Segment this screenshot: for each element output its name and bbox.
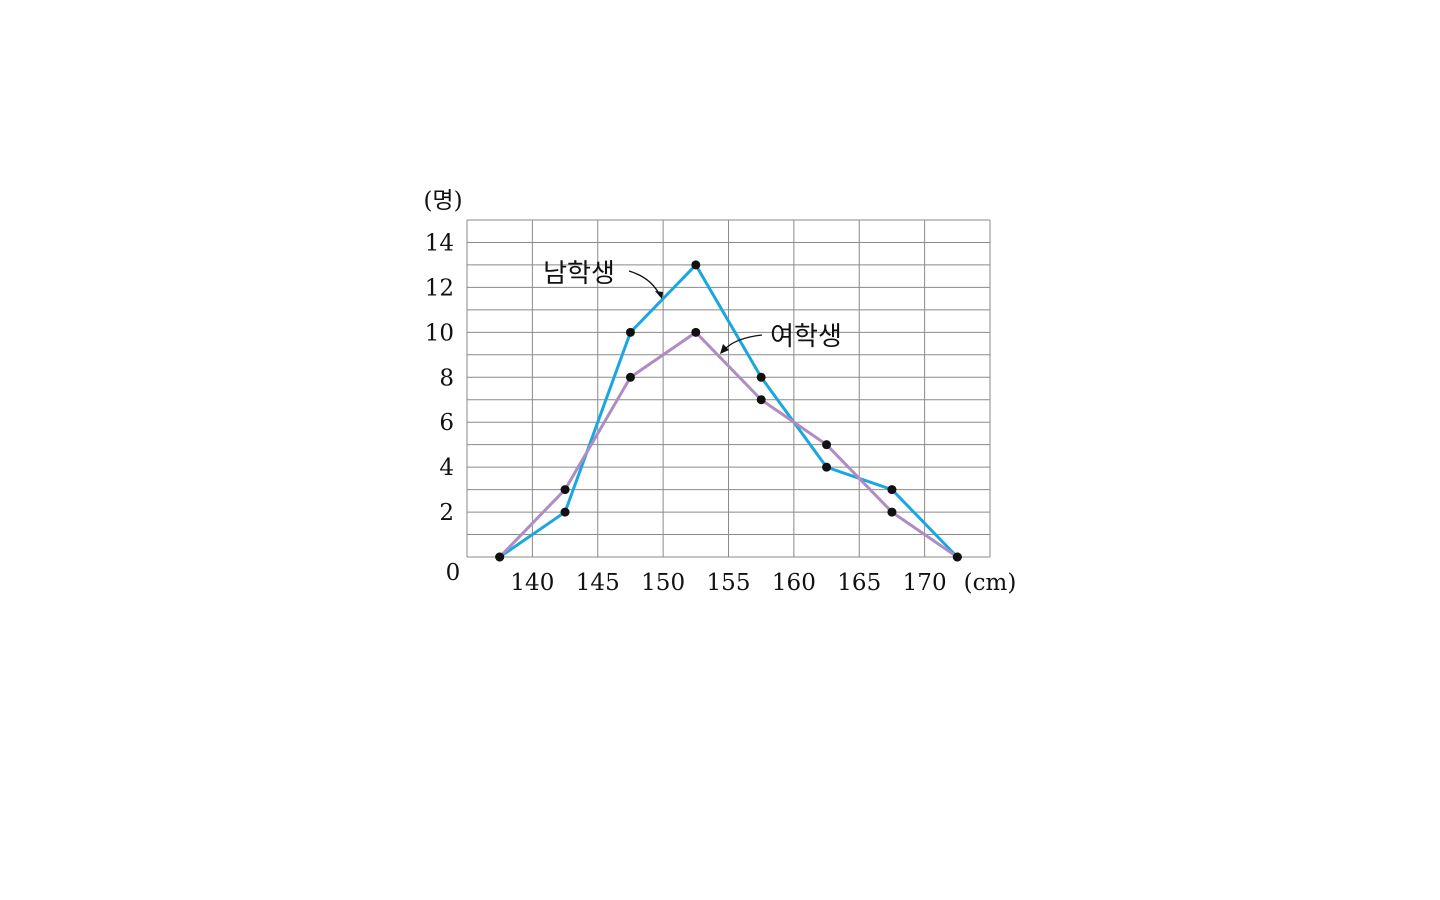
data-point [560, 485, 570, 495]
boys-label-arrow [628, 270, 661, 297]
boys-label-arrowhead [655, 291, 663, 299]
data-point [952, 552, 962, 562]
x-tick-label: 155 [707, 570, 751, 596]
y-tick-label: 14 [425, 230, 454, 256]
data-point [625, 327, 635, 337]
grid [466, 219, 991, 558]
data-point [822, 462, 832, 472]
girls-label-arrowhead [720, 344, 729, 354]
y-tick-label: 6 [439, 410, 454, 436]
data-point [887, 507, 897, 517]
data-point [560, 507, 570, 517]
y-tick-label: 4 [439, 455, 454, 481]
origin-label: 0 [446, 560, 461, 586]
data-point [756, 395, 766, 405]
x-tick-label: 160 [772, 570, 816, 596]
series-label-girls: 여학생 [770, 322, 842, 352]
series-line-0 [498, 262, 959, 559]
y-tick-label: 12 [425, 275, 454, 301]
data-point [691, 327, 701, 337]
y-tick-label: 8 [439, 365, 454, 391]
data-point [756, 372, 766, 382]
data-point [887, 485, 897, 495]
y-axis-unit-label: (명) [423, 188, 462, 214]
labels-layer: (명) (cm) 0 남학생 여학생 2 4 6 8 10 12 14 140 145 150 15… [423, 188, 1016, 596]
series-label-boys: 남학생 [543, 259, 615, 289]
x-tick-label: 150 [641, 570, 685, 596]
y-tick-label: 2 [439, 500, 454, 526]
x-tick-label: 170 [903, 570, 947, 596]
data-point [691, 260, 701, 270]
x-tick-label: 165 [837, 570, 881, 596]
data-point [495, 552, 505, 562]
x-tick-label: 145 [576, 570, 620, 596]
data-point [822, 440, 832, 450]
x-tick-label: 140 [510, 570, 554, 596]
series-line-1 [498, 330, 959, 559]
y-tick-label: 10 [425, 320, 454, 346]
x-axis-unit-label: (cm) [964, 570, 1017, 596]
series-layer [495, 260, 962, 562]
data-point [625, 372, 635, 382]
